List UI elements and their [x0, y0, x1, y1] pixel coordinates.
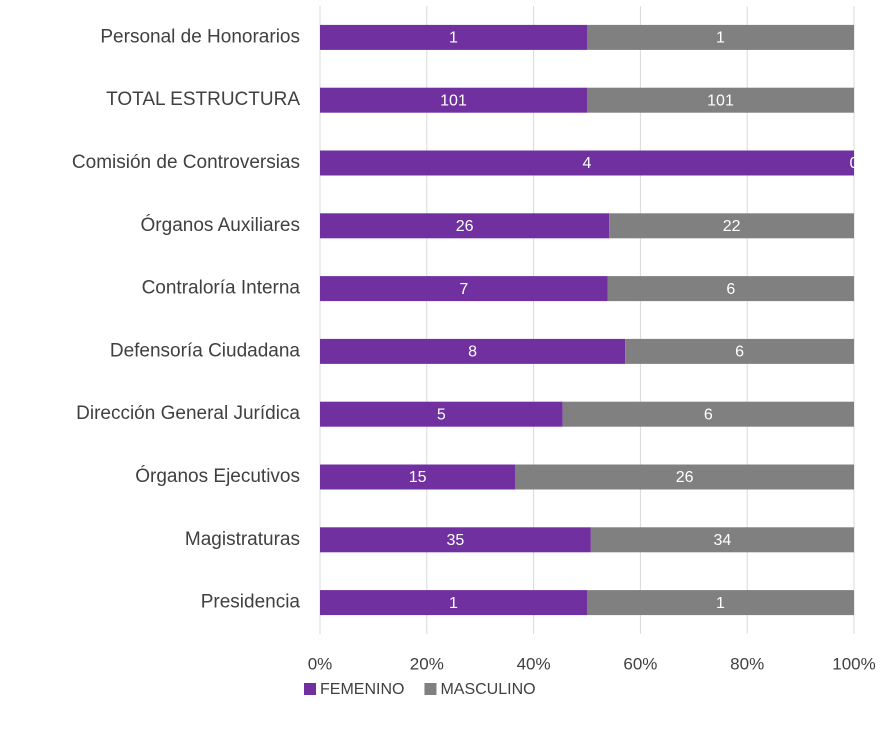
category-label: Personal de Honorarios [100, 26, 300, 47]
bar-segment [320, 464, 516, 490]
category-label: Contraloría Interna [142, 278, 301, 299]
legend-label: MASCULINO [440, 681, 535, 698]
data-label: 6 [735, 344, 744, 361]
data-label: 1 [449, 30, 458, 47]
category-label: Presidencia [201, 592, 301, 613]
data-label: 34 [714, 532, 732, 549]
bar-segment [590, 527, 854, 553]
bar-segment [320, 527, 591, 553]
data-label: 1 [449, 595, 458, 612]
bar-segment [320, 401, 563, 427]
bar-segment [320, 276, 608, 302]
data-label: 6 [726, 281, 735, 298]
bar-segment [625, 338, 854, 364]
data-label: 35 [447, 532, 465, 549]
data-label: 7 [459, 281, 468, 298]
bar-segment [320, 590, 587, 616]
x-tick-label: 40% [517, 654, 551, 673]
category-label: Defensoría Ciudadana [110, 340, 301, 361]
bar-segment [562, 401, 854, 427]
x-tick-label: 60% [623, 654, 657, 673]
category-label: Comisión de Controversias [72, 152, 300, 173]
data-label: 101 [707, 92, 734, 109]
category-label: Magistraturas [185, 529, 300, 550]
bar-segment [587, 590, 854, 616]
x-tick-label: 0% [308, 654, 333, 673]
data-label: 6 [704, 406, 713, 423]
category-label: TOTAL ESTRUCTURA [106, 89, 300, 110]
legend-swatch [424, 683, 437, 695]
x-tick-label: 80% [730, 654, 764, 673]
category-label: Órganos Auxiliares [141, 214, 300, 236]
data-label: 26 [456, 218, 474, 235]
bar-segment [607, 276, 854, 302]
data-label: 8 [468, 344, 477, 361]
data-label: 1 [716, 595, 725, 612]
x-tick-label: 100% [832, 654, 875, 673]
data-label: 1 [716, 30, 725, 47]
bar-segment [515, 464, 854, 490]
bar-segment [320, 24, 587, 50]
data-label: 4 [583, 155, 592, 172]
bar-segment [587, 24, 854, 50]
data-label: 0 [850, 155, 859, 172]
data-label: 5 [437, 406, 446, 423]
category-label: Órganos Ejecutivos [135, 465, 300, 487]
bar-segment [320, 87, 587, 113]
legend-label: FEMENINO [320, 681, 404, 698]
category-label: Dirección General Jurídica [76, 403, 300, 424]
x-tick-label: 20% [410, 654, 444, 673]
data-label: 26 [676, 469, 694, 486]
bar-segment [320, 213, 610, 239]
data-label: 22 [723, 218, 741, 235]
bar-segment [320, 150, 854, 176]
legend-swatch [304, 683, 316, 695]
data-label: 15 [409, 469, 427, 486]
bar-segment [587, 87, 854, 113]
data-label: 101 [440, 92, 467, 109]
bar-segment [320, 338, 626, 364]
bar-segment [609, 213, 854, 239]
